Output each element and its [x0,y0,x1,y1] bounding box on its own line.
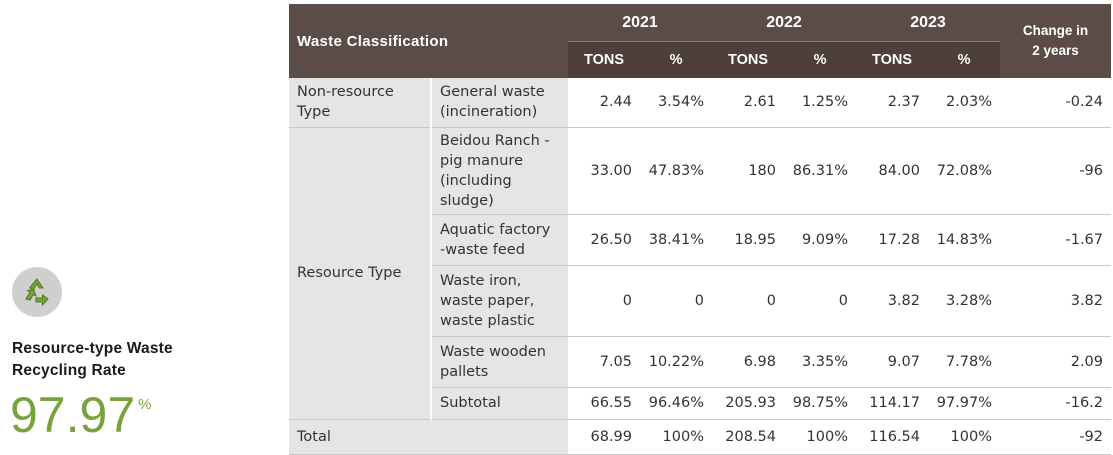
cell-percent-2023: 97.97% [928,387,1001,420]
header-percent-2022: % [784,41,857,78]
cell-percent-2023: 7.78% [928,336,1001,388]
cell-percent-2021: 47.83% [640,127,713,215]
cell-percent-2022: 86.31% [784,127,857,215]
table-row: Non-resource Type General waste (inciner… [289,78,1112,128]
cell-percent-2022: 3.35% [784,336,857,388]
header-percent-2023: % [928,41,1001,78]
header-percent-2021: % [640,41,713,78]
cell-change: 2.09 [1000,336,1112,388]
recycling-rate-label-line2: Recycling Rate [12,362,126,379]
header-year-2021: 2021 [568,4,713,42]
cell-percent-2022: 98.75% [784,387,857,420]
cell-change: -96 [1000,127,1112,215]
header-waste-classification: Waste Classification [289,4,569,78]
cell-total-change: -92 [1000,418,1112,455]
cell-tons-2022: 0 [712,265,785,337]
table-row: Waste wooden pallets 7.05 10.22% 6.98 3.… [289,336,1112,388]
table-row-total: Total 68.99 100% 208.54 100% 116.54 100%… [289,418,1112,455]
cell-percent-2021: 38.41% [640,214,713,266]
recycling-rate-unit: % [138,396,152,413]
cell-percent-2021: 10.22% [640,336,713,388]
waste-table: Waste Classification 2021 2022 2023 Chan… [289,4,1112,455]
cell-percent-2021: 96.46% [640,387,713,420]
recycling-rate-value-group: 97.97 % [10,388,151,442]
cell-percent-2023: 72.08% [928,127,1001,215]
row-item-label: Beidou Ranch -pig manure (including slud… [431,127,569,215]
header-tons-2023: TONS [856,41,929,78]
row-item-label: Subtotal [431,387,569,420]
cell-tons-2023: 17.28 [856,214,929,266]
cell-change: 3.82 [1000,265,1112,337]
cell-tons-2022: 205.93 [712,387,785,420]
cell-percent-2022: 1.25% [784,78,857,128]
cell-tons-2021: 26.50 [568,214,641,266]
cell-tons-2023: 2.37 [856,78,929,128]
table-row: Resource Type Beidou Ranch -pig manure (… [289,127,1112,420]
cell-tons-2023: 3.82 [856,265,929,337]
header-change-line1: Change in [1022,23,1089,38]
cell-percent-2022: 9.09% [784,214,857,266]
cell-percent-2022: 0 [784,265,857,337]
header-change: Change in 2 years [1000,4,1112,78]
cell-percent-2021: 0 [640,265,713,337]
cell-percent-2023: 2.03% [928,78,1001,128]
cell-total-tons-2023: 116.54 [856,418,929,455]
cell-tons-2022: 18.95 [712,214,785,266]
row-item-label: Waste iron, waste paper, waste plastic [431,265,569,337]
table-row: Waste iron, waste paper, waste plastic 0… [289,265,1112,337]
recycling-rate-label: Resource-type Waste Recycling Rate [12,338,282,382]
cell-tons-2021: 2.44 [568,78,641,128]
recycle-icon [12,267,62,317]
header-tons-2021: TONS [568,41,641,78]
cell-total-tons-2021: 68.99 [568,418,641,455]
header-year-2023: 2023 [856,4,1001,42]
cell-tons-2022: 6.98 [712,336,785,388]
row-item-label: General waste (incineration) [431,78,569,128]
cell-tons-2022: 2.61 [712,78,785,128]
recycling-rate-value: 97.97 [10,387,136,443]
group-label-non-resource: Non-resource Type [289,78,432,128]
cell-tons-2022: 180 [712,127,785,215]
header-tons-2022: TONS [712,41,785,78]
cell-percent-2021: 3.54% [640,78,713,128]
cell-tons-2021: 33.00 [568,127,641,215]
cell-tons-2021: 66.55 [568,387,641,420]
cell-change: -16.2 [1000,387,1112,420]
row-item-label: Aquatic factory -waste feed [431,214,569,266]
total-label: Total [289,418,569,455]
recycling-rate-panel: Resource-type Waste Recycling Rate 97.97… [0,0,280,443]
header-change-line2: 2 years [1032,43,1079,58]
cell-change: -1.67 [1000,214,1112,266]
cell-tons-2023: 114.17 [856,387,929,420]
group-label-resource: Resource Type [289,127,432,420]
cell-total-percent-2022: 100% [784,418,857,455]
cell-tons-2021: 0 [568,265,641,337]
cell-percent-2023: 14.83% [928,214,1001,266]
recycling-rate-label-line1: Resource-type Waste [12,340,173,357]
table-row: Aquatic factory -waste feed 26.50 38.41%… [289,214,1112,266]
row-item-label: Waste wooden pallets [431,336,569,388]
cell-tons-2023: 9.07 [856,336,929,388]
cell-total-percent-2021: 100% [640,418,713,455]
cell-change: -0.24 [1000,78,1112,128]
cell-tons-2023: 84.00 [856,127,929,215]
cell-tons-2021: 7.05 [568,336,641,388]
header-year-2022: 2022 [712,4,857,42]
cell-total-percent-2023: 100% [928,418,1001,455]
cell-total-tons-2022: 208.54 [712,418,785,455]
cell-percent-2023: 3.28% [928,265,1001,337]
